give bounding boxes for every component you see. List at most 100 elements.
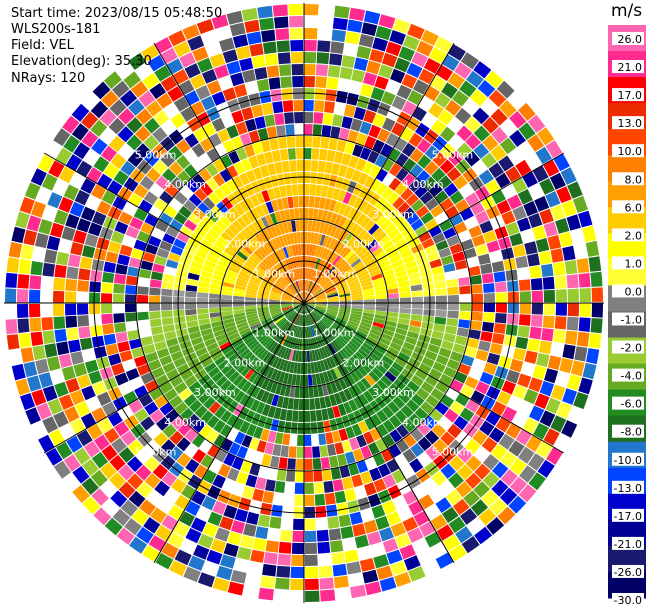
velocity-gate xyxy=(255,526,269,540)
velocity-gate xyxy=(357,497,371,511)
velocity-gate xyxy=(407,90,423,106)
velocity-gate xyxy=(251,55,266,69)
velocity-gate xyxy=(338,310,350,315)
velocity-gate xyxy=(329,225,338,238)
velocity-gate xyxy=(304,374,309,386)
velocity-gate xyxy=(213,269,226,277)
velocity-gate xyxy=(220,379,232,392)
velocity-gate xyxy=(254,329,266,338)
velocity-gate xyxy=(67,254,81,268)
velocity-gate xyxy=(301,303,304,314)
velocity-gate xyxy=(269,304,281,307)
velocity-gate xyxy=(165,259,179,269)
velocity-gate xyxy=(508,440,525,457)
velocity-gate xyxy=(409,458,424,473)
velocity-gate xyxy=(328,356,337,368)
velocity-gate xyxy=(5,288,17,303)
velocity-gate xyxy=(283,172,291,185)
velocity-gate xyxy=(578,377,593,395)
velocity-gate xyxy=(298,280,302,292)
velocity-gate xyxy=(20,393,36,411)
velocity-gate xyxy=(336,502,349,516)
velocity-gate xyxy=(317,209,324,221)
velocity-gate xyxy=(387,311,399,318)
velocity-gate xyxy=(246,258,258,268)
velocity-gate xyxy=(345,426,356,439)
velocity-gate xyxy=(290,40,304,52)
velocity-gate xyxy=(193,386,206,399)
velocity-gate xyxy=(314,397,321,410)
velocity-gate xyxy=(180,225,193,237)
velocity-gate xyxy=(318,321,326,332)
velocity-gate xyxy=(309,350,314,362)
velocity-gate xyxy=(220,424,232,438)
velocity-gate xyxy=(244,226,255,238)
velocity-gate xyxy=(81,130,99,148)
velocity-gate xyxy=(109,454,126,471)
velocity-gate xyxy=(300,292,304,303)
velocity-gate xyxy=(237,324,250,332)
velocity-gate xyxy=(292,232,298,244)
velocity-gate xyxy=(144,379,159,393)
velocity-gate xyxy=(193,127,208,142)
velocity-gate xyxy=(429,408,444,423)
velocity-gate xyxy=(282,307,293,313)
velocity-gate xyxy=(331,29,346,43)
velocity-gate xyxy=(274,16,289,29)
velocity-gate xyxy=(248,130,260,144)
velocity-gate xyxy=(226,60,241,75)
velocity-gate xyxy=(326,77,339,90)
velocity-gate xyxy=(241,7,258,22)
velocity-gate xyxy=(322,317,333,325)
velocity-gate xyxy=(223,543,239,557)
velocity-gate xyxy=(50,222,64,238)
velocity-gate xyxy=(398,313,411,320)
velocity-gate xyxy=(295,326,299,338)
velocity-gate xyxy=(400,346,413,357)
velocity-gate xyxy=(97,391,112,407)
velocity-gate xyxy=(269,305,281,309)
velocity-gate xyxy=(435,552,454,569)
velocity-gate xyxy=(173,96,190,112)
velocity-gate xyxy=(262,229,272,241)
velocity-gate xyxy=(190,260,203,270)
velocity-gate xyxy=(440,431,455,446)
velocity-gate xyxy=(222,281,235,288)
velocity-gate xyxy=(395,327,408,336)
velocity-gate xyxy=(310,410,317,422)
velocity-gate xyxy=(200,410,214,424)
velocity-gate xyxy=(380,448,394,463)
velocity-gate xyxy=(486,352,501,365)
velocity-gate xyxy=(307,362,312,374)
velocity-gate xyxy=(422,315,435,323)
velocity-gate xyxy=(420,381,434,394)
velocity-gate xyxy=(344,327,356,335)
velocity-gate xyxy=(320,136,330,149)
velocity-gate xyxy=(427,343,440,354)
velocity-gate xyxy=(6,334,20,350)
velocity-gate xyxy=(265,214,274,227)
velocity-gate xyxy=(284,309,295,317)
velocity-gate xyxy=(358,393,369,406)
velocity-gate xyxy=(230,356,242,367)
velocity-gate xyxy=(309,268,313,280)
velocity-gate xyxy=(479,420,495,436)
velocity-gate xyxy=(408,566,426,582)
velocity-gate xyxy=(327,516,340,529)
velocity-gate xyxy=(318,335,326,346)
velocity-gate xyxy=(236,147,248,161)
velocity-gate xyxy=(262,563,277,577)
velocity-gate xyxy=(112,293,125,303)
velocity-gate xyxy=(313,337,319,349)
velocity-gate xyxy=(211,245,224,255)
velocity-gate xyxy=(36,402,52,420)
velocity-gate xyxy=(201,69,218,84)
velocity-gate xyxy=(288,324,295,335)
velocity-gate xyxy=(351,308,363,312)
velocity-gate xyxy=(184,428,199,443)
velocity-gate xyxy=(279,277,288,286)
velocity-gate xyxy=(323,249,331,261)
velocity-gate xyxy=(440,463,456,479)
velocity-gate xyxy=(291,220,297,232)
